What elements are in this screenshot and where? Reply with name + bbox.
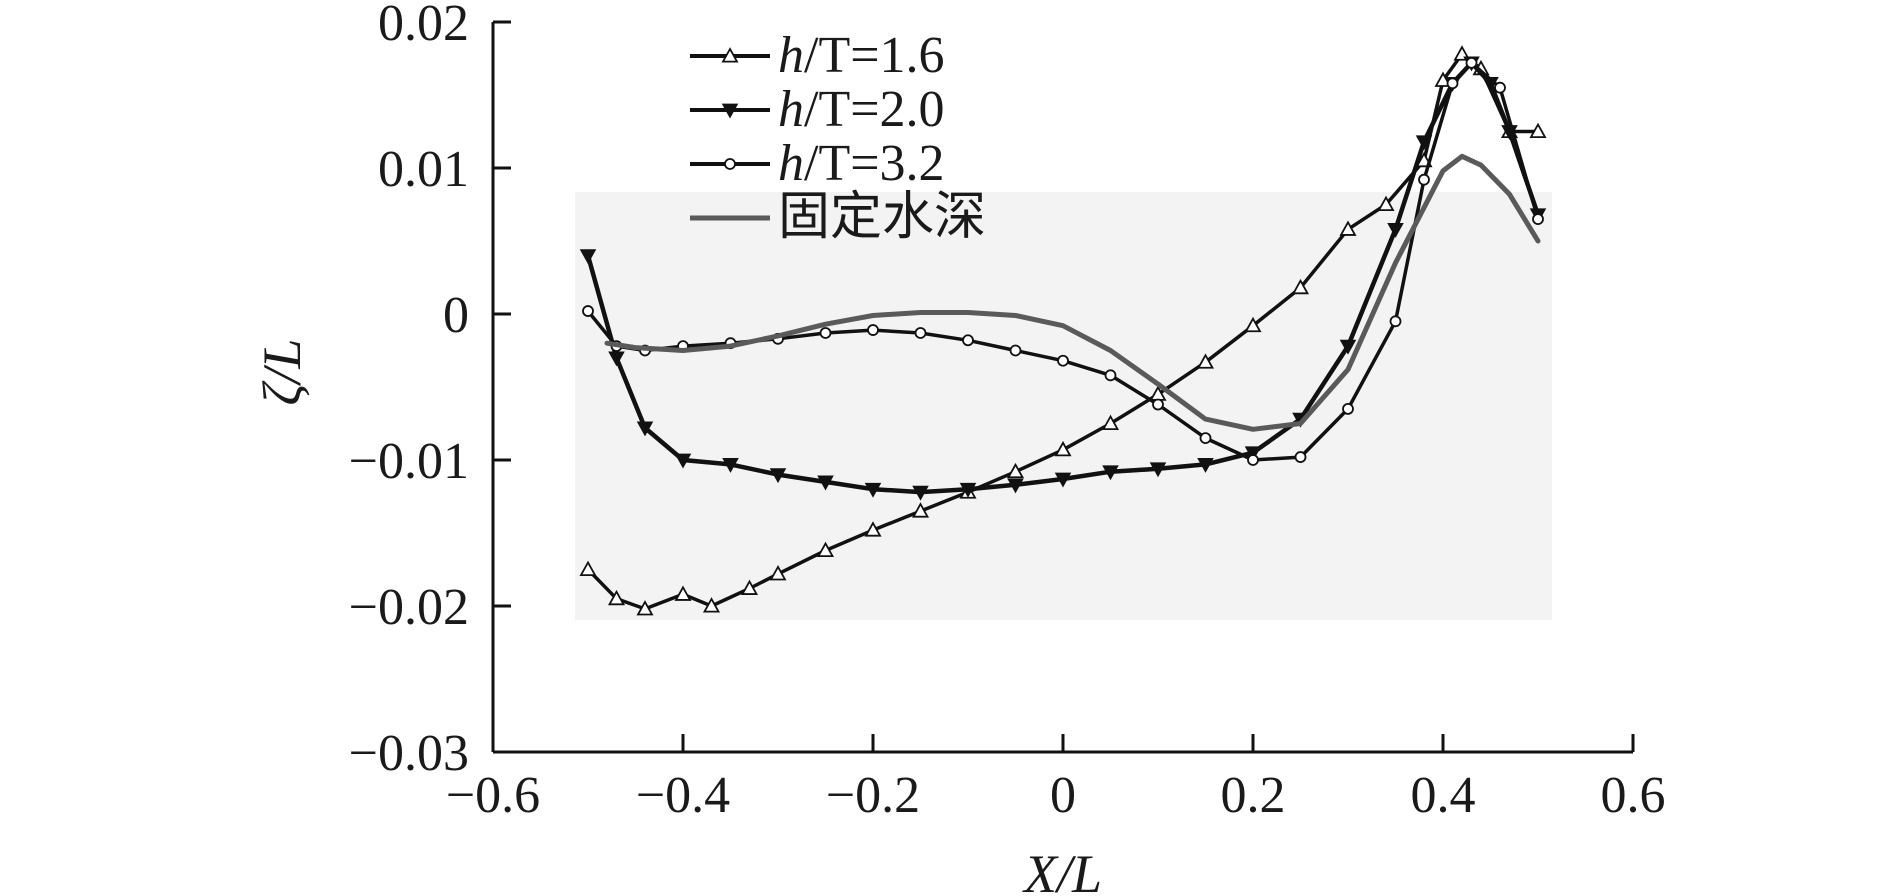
marker-circle bbox=[1532, 213, 1544, 226]
marker-circle bbox=[1104, 369, 1117, 382]
marker-triangle-up bbox=[636, 600, 654, 616]
marker-triangle-down bbox=[864, 482, 882, 498]
legend-label: h/T=3.2 bbox=[778, 135, 945, 192]
y-axis-title: ζ/L bbox=[252, 339, 312, 406]
plot-shading bbox=[575, 192, 1552, 620]
legend-item-3: h/T=3.2 bbox=[690, 135, 945, 192]
marker-triangle-down bbox=[1244, 446, 1262, 462]
x-tick-label: −0.4 bbox=[636, 767, 730, 824]
marker-triangle-down bbox=[1415, 135, 1433, 151]
marker-circle bbox=[1465, 56, 1478, 69]
marker-triangle-up bbox=[864, 521, 882, 537]
marker-circle bbox=[1009, 344, 1022, 357]
y-tick-label: 0 bbox=[443, 287, 469, 344]
marker-triangle-down bbox=[769, 468, 787, 484]
legend-item-2: h/T=2.0 bbox=[690, 81, 945, 138]
marker-circle bbox=[1199, 432, 1212, 445]
marker-triangle-up bbox=[1244, 316, 1262, 333]
marker-triangle-down bbox=[1149, 462, 1167, 478]
legend-item-1: h/T=1.6 bbox=[690, 27, 945, 84]
marker-triangle-up bbox=[721, 47, 739, 63]
marker-triangle-down bbox=[817, 475, 834, 491]
marker-circle bbox=[1342, 402, 1354, 415]
y-tick-label: −0.03 bbox=[349, 725, 469, 782]
marker-triangle-up bbox=[911, 502, 930, 518]
y-tick-label: 0.01 bbox=[378, 141, 469, 198]
y-tick-label: −0.01 bbox=[349, 433, 469, 490]
marker-triangle-up bbox=[607, 589, 626, 606]
marker-triangle-up bbox=[702, 597, 721, 613]
marker-circle bbox=[724, 158, 736, 170]
marker-triangle-up bbox=[1377, 195, 1395, 212]
marker-triangle-up bbox=[579, 560, 597, 576]
legend-label: h/T=1.6 bbox=[778, 27, 945, 84]
legend-label: h/T=2.0 bbox=[778, 81, 945, 138]
marker-triangle-down bbox=[1197, 458, 1214, 473]
marker-triangle-up bbox=[1006, 462, 1025, 479]
marker-triangle-down bbox=[636, 421, 654, 437]
marker-triangle-down bbox=[608, 351, 625, 367]
series-layer bbox=[579, 45, 1547, 616]
marker-triangle-down bbox=[722, 458, 739, 473]
x-tick-label: 0 bbox=[1050, 767, 1076, 824]
legend-item-4: 固定水深 bbox=[690, 189, 986, 246]
x-tick-label: −0.6 bbox=[446, 767, 540, 824]
series-line bbox=[586, 52, 1540, 611]
marker-triangle-down bbox=[579, 249, 597, 265]
marker-circle bbox=[1152, 398, 1164, 411]
x-tick-label: 0.2 bbox=[1221, 767, 1286, 824]
x-tick-label: −0.2 bbox=[826, 767, 920, 824]
marker-circle bbox=[1057, 354, 1069, 367]
marker-triangle-up bbox=[1339, 220, 1357, 236]
y-tick-label: 0.02 bbox=[378, 0, 469, 52]
marker-triangle-down bbox=[1054, 472, 1072, 488]
marker-triangle-down bbox=[721, 103, 739, 119]
marker-triangle-up bbox=[816, 541, 835, 558]
marker-triangle-down bbox=[1387, 222, 1404, 238]
marker-circle bbox=[1294, 451, 1307, 463]
marker-circle bbox=[1247, 454, 1259, 466]
x-tick-label: 0.4 bbox=[1411, 767, 1476, 824]
legend-label: 固定水深 bbox=[778, 189, 986, 246]
marker-triangle-up bbox=[740, 579, 759, 595]
marker-triangle-up bbox=[769, 565, 787, 581]
marker-triangle-down bbox=[1007, 478, 1024, 494]
marker-triangle-up bbox=[674, 585, 692, 601]
marker-circle bbox=[1389, 315, 1402, 328]
marker-circle bbox=[962, 334, 974, 347]
marker-triangle-up bbox=[1196, 353, 1215, 369]
marker-circle bbox=[867, 324, 879, 336]
axes: 0.02 0.01 0 −0.01 −0.02 −0.03−0.6 −0.4 −0.2 0 0.2… bbox=[349, 0, 1666, 824]
marker-triangle-down bbox=[1339, 339, 1357, 355]
marker-triangle-down bbox=[959, 482, 977, 498]
marker-circle bbox=[1494, 81, 1506, 94]
marker-triangle-down bbox=[1102, 465, 1119, 481]
marker-triangle-down bbox=[674, 453, 692, 469]
marker-circle bbox=[582, 305, 594, 317]
marker-circle bbox=[914, 327, 927, 339]
marker-triangle-up bbox=[1529, 122, 1547, 139]
y-tick-label: −0.02 bbox=[349, 579, 469, 636]
marker-triangle-up bbox=[1291, 278, 1310, 295]
marker-triangle-up bbox=[1101, 414, 1120, 431]
series-4 bbox=[604, 153, 1541, 432]
series-3 bbox=[582, 56, 1544, 466]
marker-circle bbox=[1418, 173, 1430, 186]
x-tick-label: 0.6 bbox=[1601, 767, 1666, 824]
marker-triangle-up bbox=[1054, 440, 1072, 457]
series-line bbox=[604, 153, 1541, 432]
marker-circle bbox=[1446, 77, 1459, 90]
marker-circle bbox=[819, 327, 832, 339]
x-axis-title: X/L bbox=[1022, 844, 1102, 896]
series-line bbox=[586, 61, 1540, 462]
marker-triangle-down bbox=[912, 485, 929, 501]
